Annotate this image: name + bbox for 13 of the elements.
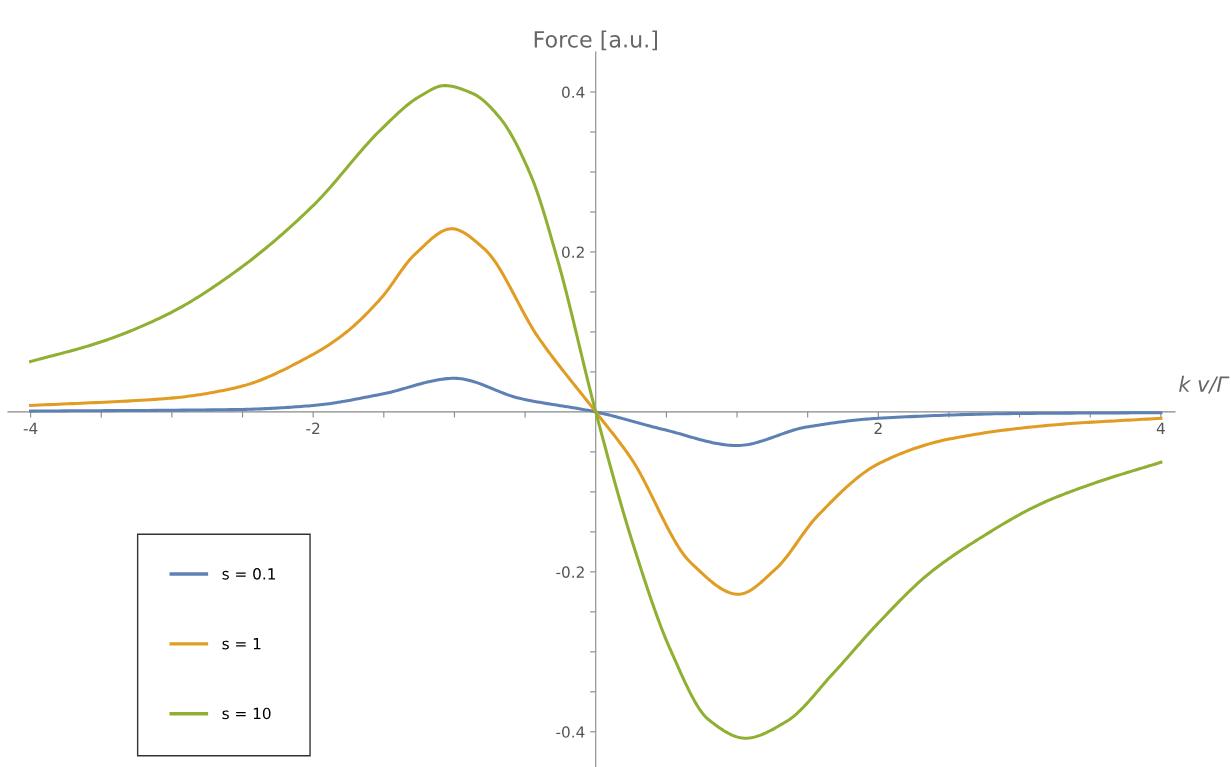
y-tick-label: 0.2 <box>562 246 584 258</box>
x-tick-label: -2 <box>306 422 320 434</box>
y-tick-label: -0.2 <box>556 566 584 578</box>
x-tick-label: 4 <box>1156 422 1165 434</box>
x-axis-title: k v/Γ <box>1179 375 1230 394</box>
x-tick-label: 2 <box>874 422 882 434</box>
legend-label: s = 0.1 <box>222 568 276 580</box>
legend-label: s = 1 <box>222 638 261 650</box>
y-tick-label: -0.4 <box>556 726 585 738</box>
x-tick-label: -4 <box>23 422 38 434</box>
y-tick-label: 0.4 <box>562 86 585 99</box>
legend-label: s = 10 <box>222 707 271 720</box>
y-axis-title: Force [a.u.] <box>534 30 657 51</box>
